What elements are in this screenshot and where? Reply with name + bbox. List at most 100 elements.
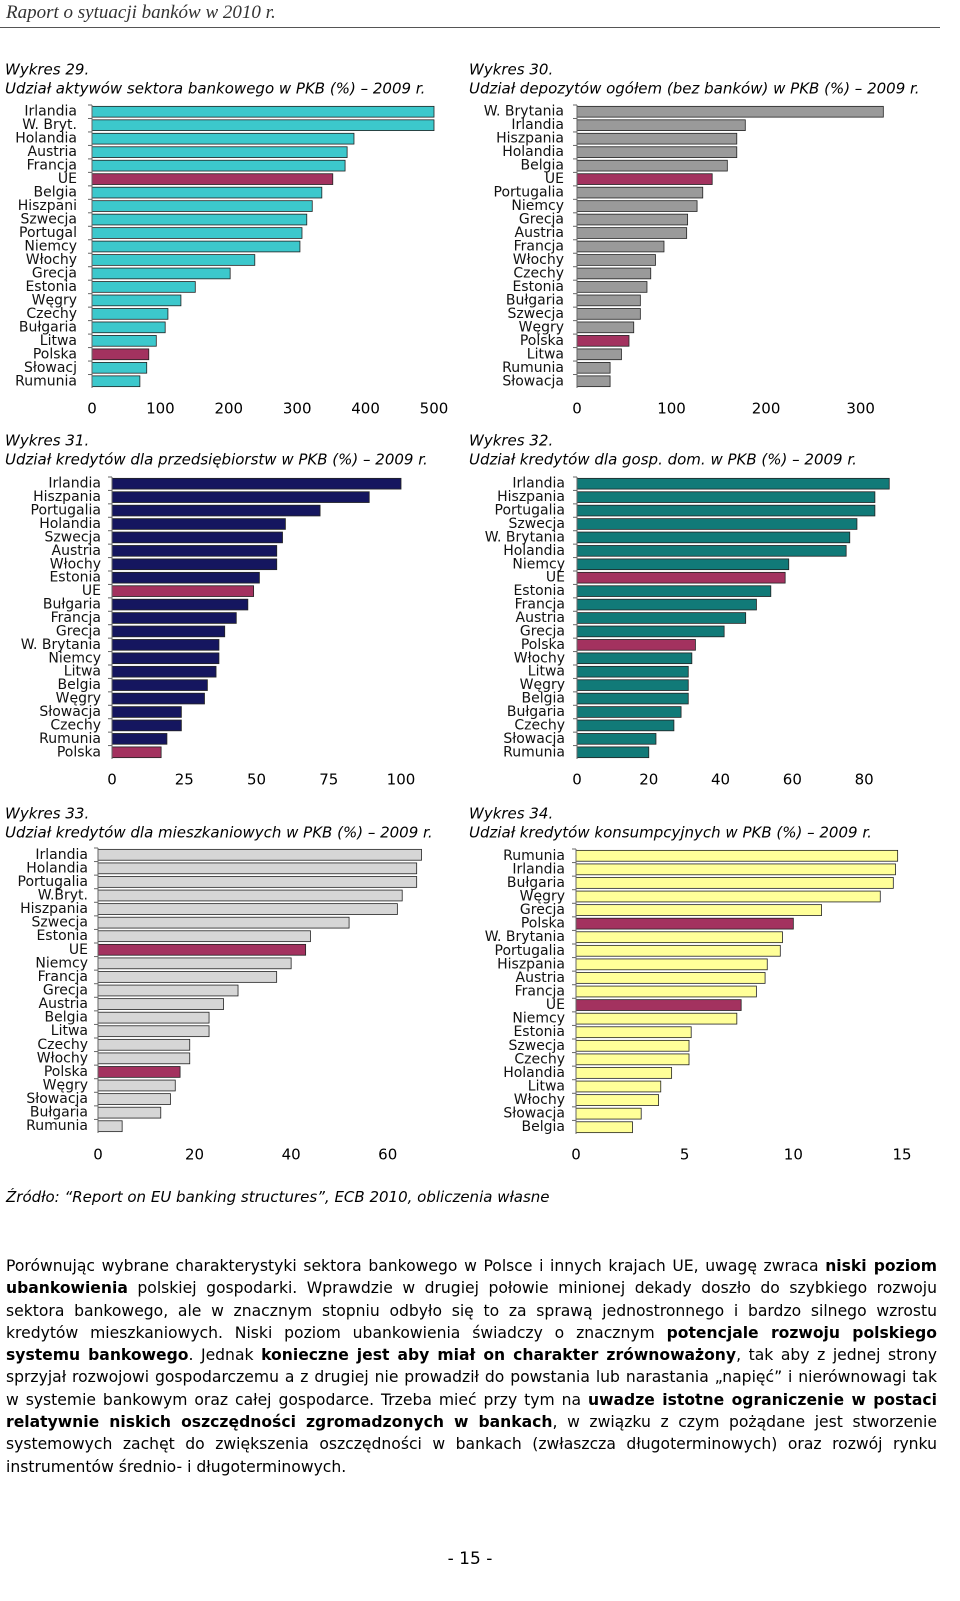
category-label: UE (546, 570, 565, 586)
category-label: Portugalia (31, 503, 101, 519)
bar (575, 1080, 662, 1093)
category-label: Grecja (32, 265, 77, 281)
bar (91, 159, 346, 172)
chart-title: Wykres 33. (5, 805, 89, 823)
x-tick-label: 400 (351, 400, 380, 418)
bar (91, 375, 141, 388)
bar (575, 972, 766, 984)
bar (576, 375, 611, 388)
category-label: Belgia (45, 1010, 88, 1026)
bar (575, 890, 881, 903)
category-label: Polska (57, 744, 101, 760)
bar (576, 665, 689, 678)
category-label: Portugalia (495, 943, 565, 959)
bar (575, 863, 896, 876)
category-label: Irlandia (48, 476, 101, 492)
category-label: Rumunia (39, 731, 101, 747)
x-tick-label: 20 (185, 1146, 204, 1164)
bar (111, 706, 182, 718)
bar (576, 652, 693, 665)
category-label: Słowacj (24, 360, 77, 376)
bar (91, 335, 157, 347)
bar (576, 173, 713, 185)
bar (111, 571, 260, 584)
category-label: UE (58, 171, 77, 187)
bar (91, 240, 301, 253)
category-label: Polska (521, 916, 565, 932)
bar (91, 213, 308, 226)
bar (111, 585, 255, 597)
category-label: Hiszpania (20, 901, 88, 917)
bar (576, 518, 858, 530)
category-label: Portugalia (18, 874, 88, 890)
category-label: Holandia (39, 516, 101, 532)
bar (97, 1011, 210, 1024)
category-label: UE (546, 997, 565, 1013)
bar (576, 159, 728, 172)
category-label: Czechy (514, 717, 565, 733)
bar (575, 917, 794, 930)
category-label: Niemcy (512, 1011, 565, 1027)
chart-subtitle: Udział aktywów sektora bankowego w PKB (… (5, 80, 425, 98)
category-label: Francja (515, 984, 565, 1000)
bar (575, 877, 894, 889)
bar (91, 200, 313, 212)
bar (97, 1093, 171, 1105)
bar (97, 943, 307, 956)
category-label: Węgry (56, 691, 101, 707)
bar (576, 213, 689, 226)
bar (576, 531, 851, 544)
category-label: Belgia (34, 185, 77, 201)
bar (91, 267, 231, 280)
bar (97, 957, 292, 970)
bar (576, 361, 611, 374)
bar (576, 335, 630, 347)
x-tick-label: 60 (378, 1146, 397, 1164)
page-number: - 15 - (447, 1549, 493, 1569)
category-label: Rumunia (502, 360, 564, 376)
category-label: Belgia (522, 1119, 565, 1135)
category-label: Litwa (528, 1079, 565, 1095)
category-label: Niemcy (511, 198, 564, 214)
category-label: Włochy (37, 1050, 88, 1066)
chart-title: Wykres 30. (469, 61, 553, 79)
category-label: Włochy (26, 252, 77, 268)
category-label: Polska (33, 346, 77, 362)
bar (576, 267, 652, 280)
bold-text: konieczne jest aby miał on charakter zró… (261, 1346, 737, 1365)
x-tick-label: 0 (87, 400, 97, 418)
bar (575, 849, 899, 862)
category-label: Holandia (503, 1065, 565, 1081)
category-label: Irlandia (511, 117, 564, 133)
category-label: Litwa (51, 1023, 88, 1039)
bar (97, 916, 350, 929)
category-label: Irlandia (512, 861, 565, 877)
category-label: Grecja (519, 212, 564, 228)
bar (576, 504, 876, 517)
bar (576, 294, 641, 307)
bar (576, 639, 696, 651)
bar (576, 321, 635, 334)
bar (111, 665, 217, 678)
bar (576, 491, 876, 503)
bar (91, 294, 182, 307)
category-label: Hiszpania (496, 131, 564, 147)
bar (91, 227, 303, 239)
category-label: Francja (515, 597, 565, 613)
bar (111, 652, 220, 665)
bar (111, 545, 278, 557)
category-label: Estonia (36, 928, 88, 944)
category-label: Hiszpania (33, 489, 101, 505)
chart-title: Wykres 29. (5, 61, 89, 79)
bar (576, 146, 738, 158)
category-label: Francja (51, 610, 101, 626)
bar (575, 958, 768, 971)
paragraph: Porównując wybrane charakterystyki sekto… (6, 1255, 937, 1478)
bar (97, 889, 403, 902)
category-label: Belgia (522, 691, 565, 707)
bold-text: niski poziom ubankowienia (6, 1257, 937, 1298)
bar (91, 105, 435, 118)
category-label: Czechy (50, 717, 101, 733)
category-label: Szwecja (509, 1038, 565, 1054)
